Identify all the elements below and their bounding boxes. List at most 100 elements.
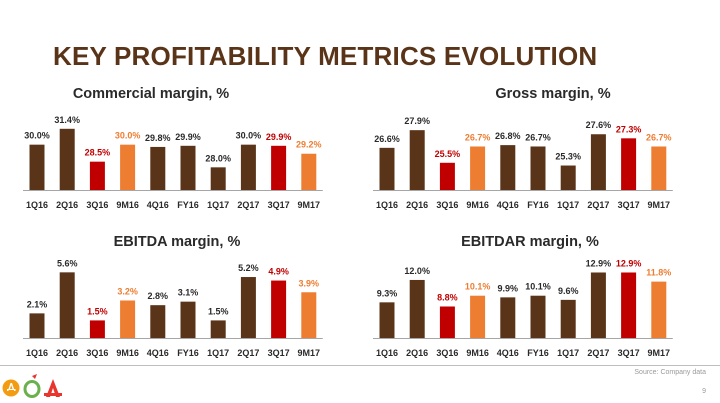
data-label: 28.5% — [85, 148, 111, 158]
bar-2q16 — [59, 128, 75, 190]
bar-1q17 — [210, 167, 226, 190]
bar-9m16 — [120, 144, 136, 190]
data-label: 2.1% — [27, 299, 48, 309]
bar-4q16 — [150, 146, 166, 190]
a-store-logo — [44, 379, 62, 397]
x-tick-label: 9M16 — [116, 200, 139, 210]
x-tick-label: 2Q17 — [587, 200, 609, 210]
x-tick-label: 4Q16 — [147, 200, 169, 210]
data-label: 26.7% — [465, 132, 491, 142]
x-tick-label: FY16 — [527, 200, 549, 210]
bar-fy16 — [530, 295, 546, 338]
x-tick-label: 3Q16 — [86, 348, 108, 358]
bar-1q16 — [29, 144, 45, 190]
bar-4q16 — [500, 145, 516, 190]
data-label: 28.0% — [205, 153, 231, 163]
x-tick-label: FY16 — [177, 200, 199, 210]
x-tick-label: 9M16 — [466, 200, 489, 210]
data-label: 26.7% — [525, 132, 551, 142]
bar-1q17 — [560, 299, 576, 338]
x-tick-label: 2Q17 — [237, 200, 259, 210]
gross-margin-chart: Gross margin, % 26.6% 1Q16 27.9% 2Q16 25.5% 3… — [368, 86, 700, 216]
slide-title: KEY PROFITABILITY METRICS EVOLUTION — [53, 41, 598, 71]
data-label: 4.9% — [268, 267, 289, 277]
data-label: 12.0% — [404, 266, 430, 276]
brand-logos — [2, 374, 62, 398]
x-tick-label: 1Q17 — [207, 200, 229, 210]
x-tick-label: 4Q16 — [147, 348, 169, 358]
bar-1q16 — [29, 313, 45, 338]
data-label: 30.0% — [24, 131, 50, 141]
x-tick-label: FY16 — [527, 348, 549, 358]
ebitdar-margin-chart: EBITDAR margin, % 9.3% 1Q16 12.0% 2Q16 8.8% 3… — [368, 234, 700, 364]
data-label: 25.5% — [435, 149, 461, 159]
bar-fy16 — [530, 146, 546, 190]
bar-1q17 — [560, 165, 576, 190]
data-label: 27.3% — [616, 124, 642, 134]
bar-9m17 — [301, 292, 317, 338]
x-tick-label: 9M17 — [298, 200, 321, 210]
bar-2q17 — [240, 144, 256, 190]
x-tick-label: 9M16 — [466, 348, 489, 358]
chart-plot: 9.3% 1Q16 12.0% 2Q16 8.8% 3Q16 10.1% 9M16 9.9% 4Q… — [373, 258, 673, 358]
x-tick-label: 3Q17 — [268, 348, 290, 358]
data-label: 5.2% — [238, 263, 259, 273]
footer-divider — [0, 365, 720, 366]
x-tick-label: 3Q16 — [436, 348, 458, 358]
x-tick-label: 2Q16 — [56, 348, 78, 358]
bar-2q16 — [59, 272, 75, 338]
bar-3q17 — [621, 272, 637, 338]
data-label: 29.2% — [296, 140, 322, 150]
x-tick-label: 9M17 — [298, 348, 321, 358]
bar-9m17 — [651, 146, 667, 190]
data-label: 9.6% — [558, 286, 579, 296]
data-label: 2.8% — [148, 291, 169, 301]
chart-plot: 2.1% 1Q16 5.6% 2Q16 1.5% 3Q16 3.2% 9M16 2.8% 4Q16… — [23, 258, 323, 358]
chart-title: Gross margin, % — [495, 86, 611, 102]
chart-plot: 26.6% 1Q16 27.9% 2Q16 25.5% 3Q16 26.7% 9M16 26.8… — [373, 116, 673, 210]
ebitda-margin-chart: EBITDA margin, % 2.1% 1Q16 5.6% 2Q16 1.5% 3Q1… — [18, 234, 350, 364]
x-tick-label: 2Q17 — [587, 348, 609, 358]
x-tick-label: FY16 — [177, 348, 199, 358]
bar-3q17 — [271, 280, 287, 338]
x-tick-label: 2Q16 — [406, 348, 428, 358]
bar-2q16 — [409, 130, 425, 190]
data-label: 29.9% — [175, 132, 201, 142]
bar-9m16 — [470, 295, 486, 338]
bar-1q17 — [210, 320, 226, 338]
data-label: 30.0% — [236, 131, 262, 141]
bar-2q17 — [590, 134, 606, 190]
bar-3q17 — [621, 138, 637, 190]
data-label: 31.4% — [54, 115, 80, 125]
x-tick-label: 2Q17 — [237, 348, 259, 358]
chart-title: EBITDA margin, % — [113, 234, 241, 250]
bar-1q16 — [379, 302, 395, 338]
x-tick-label: 3Q17 — [268, 200, 290, 210]
x-tick-label: 1Q16 — [376, 200, 398, 210]
bar-9m17 — [651, 281, 667, 338]
bar-fy16 — [180, 301, 196, 338]
data-label: 12.9% — [586, 258, 612, 268]
x-tick-label: 1Q16 — [376, 348, 398, 358]
bar-2q17 — [240, 277, 256, 338]
data-label: 26.8% — [495, 131, 521, 141]
chart-title: EBITDAR margin, % — [461, 234, 599, 250]
x-tick-label: 1Q16 — [26, 348, 48, 358]
x-tick-label: 4Q16 — [497, 200, 519, 210]
data-label: 27.9% — [404, 116, 430, 126]
bar-2q17 — [590, 272, 606, 338]
x-tick-label: 1Q17 — [557, 200, 579, 210]
data-label: 25.3% — [555, 152, 581, 162]
data-label: 9.9% — [498, 283, 519, 293]
bar-4q16 — [500, 297, 516, 338]
data-label: 1.5% — [87, 306, 108, 316]
bar-9m17 — [301, 153, 317, 190]
chart-title: Commercial margin, % — [72, 86, 230, 102]
bar-4q16 — [150, 305, 166, 338]
data-label: 29.8% — [145, 133, 171, 143]
bar-2q16 — [409, 279, 425, 338]
data-label: 30.0% — [115, 131, 141, 141]
bar-1q16 — [379, 147, 395, 190]
chart-plot: 30.0% 1Q16 31.4% 2Q16 28.5% 3Q16 30.0% 9M16 29.8… — [23, 115, 323, 210]
x-tick-label: 9M17 — [648, 200, 671, 210]
